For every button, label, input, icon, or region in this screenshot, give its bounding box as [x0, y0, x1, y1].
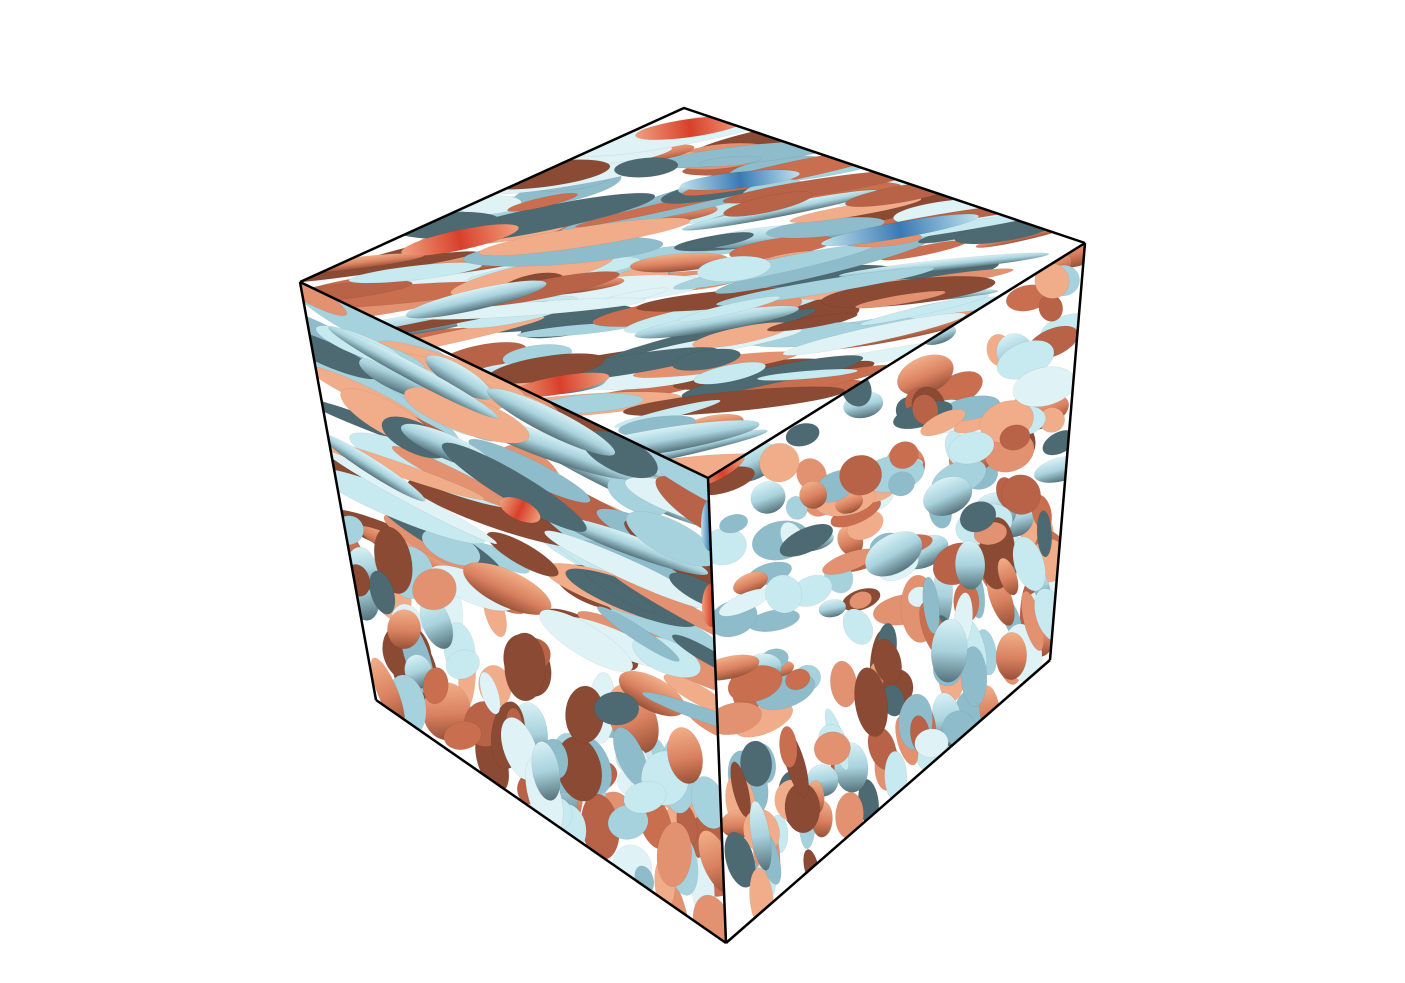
cool-streak	[696, 255, 772, 282]
cool-blob	[369, 570, 396, 615]
cool-streak	[348, 262, 483, 284]
cool-blob	[930, 618, 968, 683]
warm-blob	[997, 557, 1019, 596]
warm-blob	[387, 609, 422, 650]
cool-tube-section	[947, 431, 995, 465]
cool-streak	[684, 231, 754, 250]
cool-blob	[594, 691, 640, 726]
cool-streak	[715, 266, 935, 306]
cool-streak	[756, 368, 858, 381]
cool-blob	[445, 649, 480, 680]
cool-blob	[724, 831, 756, 888]
warm-tube-section	[839, 454, 883, 496]
warm-streak	[855, 290, 946, 309]
cool-streak	[678, 295, 781, 323]
warm-tube-section	[708, 701, 762, 736]
cool-blob	[607, 804, 649, 840]
cool-tube-section	[750, 481, 786, 514]
cool-blob	[740, 740, 773, 787]
cool-blob	[954, 540, 986, 590]
warm-tube-section	[889, 441, 919, 469]
warm-streak	[486, 531, 559, 577]
cool-streak	[328, 326, 499, 419]
right-face-structures	[708, 243, 1085, 932]
cube-edge-front-top-left	[299, 280, 709, 480]
cool-streak	[487, 388, 616, 456]
cool-streak	[860, 294, 990, 326]
cool-streak	[693, 361, 766, 385]
cool-streak	[698, 155, 762, 167]
cool-blob	[914, 728, 949, 758]
cool-blob	[1036, 510, 1053, 558]
cube-edges	[298, 106, 1087, 945]
warm-tube-section	[920, 408, 966, 437]
warm-tube-section	[1001, 474, 1041, 515]
warm-blob	[813, 731, 851, 766]
warm-blob	[995, 632, 1028, 680]
cool-streak	[585, 570, 657, 614]
cool-tube-section	[765, 574, 803, 614]
cube-edge-front-vertical	[706, 477, 728, 944]
warm-streak	[300, 282, 348, 317]
warm-blob	[443, 720, 482, 751]
warm-tube-section	[849, 591, 873, 610]
warm-blob	[779, 725, 798, 769]
cube-edge-left-vertical	[298, 281, 378, 701]
cool-peak-streak	[820, 213, 980, 247]
warm-tube-section	[999, 424, 1031, 451]
warm-blob	[412, 568, 457, 611]
cool-streak	[641, 691, 726, 740]
warm-tube-section	[799, 480, 828, 509]
cool-tube-section	[864, 531, 923, 577]
cool-blob	[960, 646, 988, 707]
cube-edge-front-top-right	[707, 241, 1086, 480]
warm-peak-streak	[499, 496, 541, 524]
cube-edge-bottom-right	[725, 659, 1051, 944]
cool-blob	[531, 741, 561, 801]
cube-edge-right-vertical	[1048, 242, 1087, 661]
cool-streak	[614, 157, 679, 178]
left-face-structures	[300, 282, 726, 943]
warm-streak	[663, 673, 726, 715]
cube-edge-bottom-left	[375, 698, 727, 945]
cool-blob	[922, 576, 940, 634]
cool-blob	[749, 800, 772, 871]
warm-blob	[422, 667, 449, 705]
cool-tube-section	[842, 608, 874, 645]
cool-peak-streak	[680, 169, 800, 191]
cool-streak	[672, 348, 741, 371]
warm-tube-section	[759, 442, 800, 483]
warm-blob	[872, 638, 902, 685]
cool-blob	[1012, 536, 1046, 592]
warm-streak	[723, 191, 814, 217]
warm-peak-streak	[400, 223, 520, 257]
cool-tube-section	[959, 501, 997, 533]
warm-blob	[854, 667, 889, 737]
warm-streak	[463, 562, 552, 616]
top-face-structures	[300, 108, 1077, 478]
cool-tube-section	[719, 513, 749, 534]
cube-edge-top-left	[299, 106, 1086, 284]
warm-streak	[478, 217, 691, 257]
warm-blob	[656, 822, 692, 888]
cool-tube-section	[923, 476, 973, 516]
warm-tube-section	[785, 668, 811, 691]
cool-blob	[479, 671, 501, 715]
cool-streak	[596, 606, 680, 662]
warm-blob	[504, 632, 546, 702]
warm-streak	[507, 192, 578, 212]
cool-streak	[405, 280, 547, 319]
warm-blob	[666, 727, 704, 784]
cool-blob	[623, 780, 667, 814]
cool-tube-section	[785, 422, 820, 447]
warm-streak	[820, 275, 996, 308]
warm-streak	[766, 312, 858, 332]
cool-tube-section	[779, 523, 834, 558]
cool-tube-section	[818, 599, 847, 618]
cool-streak	[539, 609, 634, 673]
cool-streak	[782, 312, 967, 356]
cool-tube-section	[888, 471, 915, 497]
